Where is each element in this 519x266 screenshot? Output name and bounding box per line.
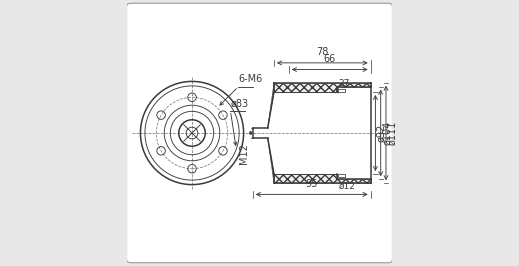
Text: 27: 27 [338,79,350,88]
Polygon shape [268,83,274,128]
Bar [338,89,345,92]
Text: ø111: ø111 [387,121,398,145]
Text: ø83: ø83 [231,98,249,108]
Text: 66: 66 [324,54,336,64]
Polygon shape [268,138,274,183]
Text: 95: 95 [306,178,318,189]
Text: 78: 78 [316,47,329,57]
Bar [338,174,345,177]
Text: M12: M12 [239,143,250,164]
Polygon shape [274,83,371,92]
Polygon shape [274,174,371,183]
Text: ø104: ø104 [382,121,392,145]
Text: ø12: ø12 [338,182,356,191]
Text: ø92: ø92 [377,124,387,142]
FancyBboxPatch shape [127,3,392,263]
Text: 6-M6: 6-M6 [239,74,263,84]
